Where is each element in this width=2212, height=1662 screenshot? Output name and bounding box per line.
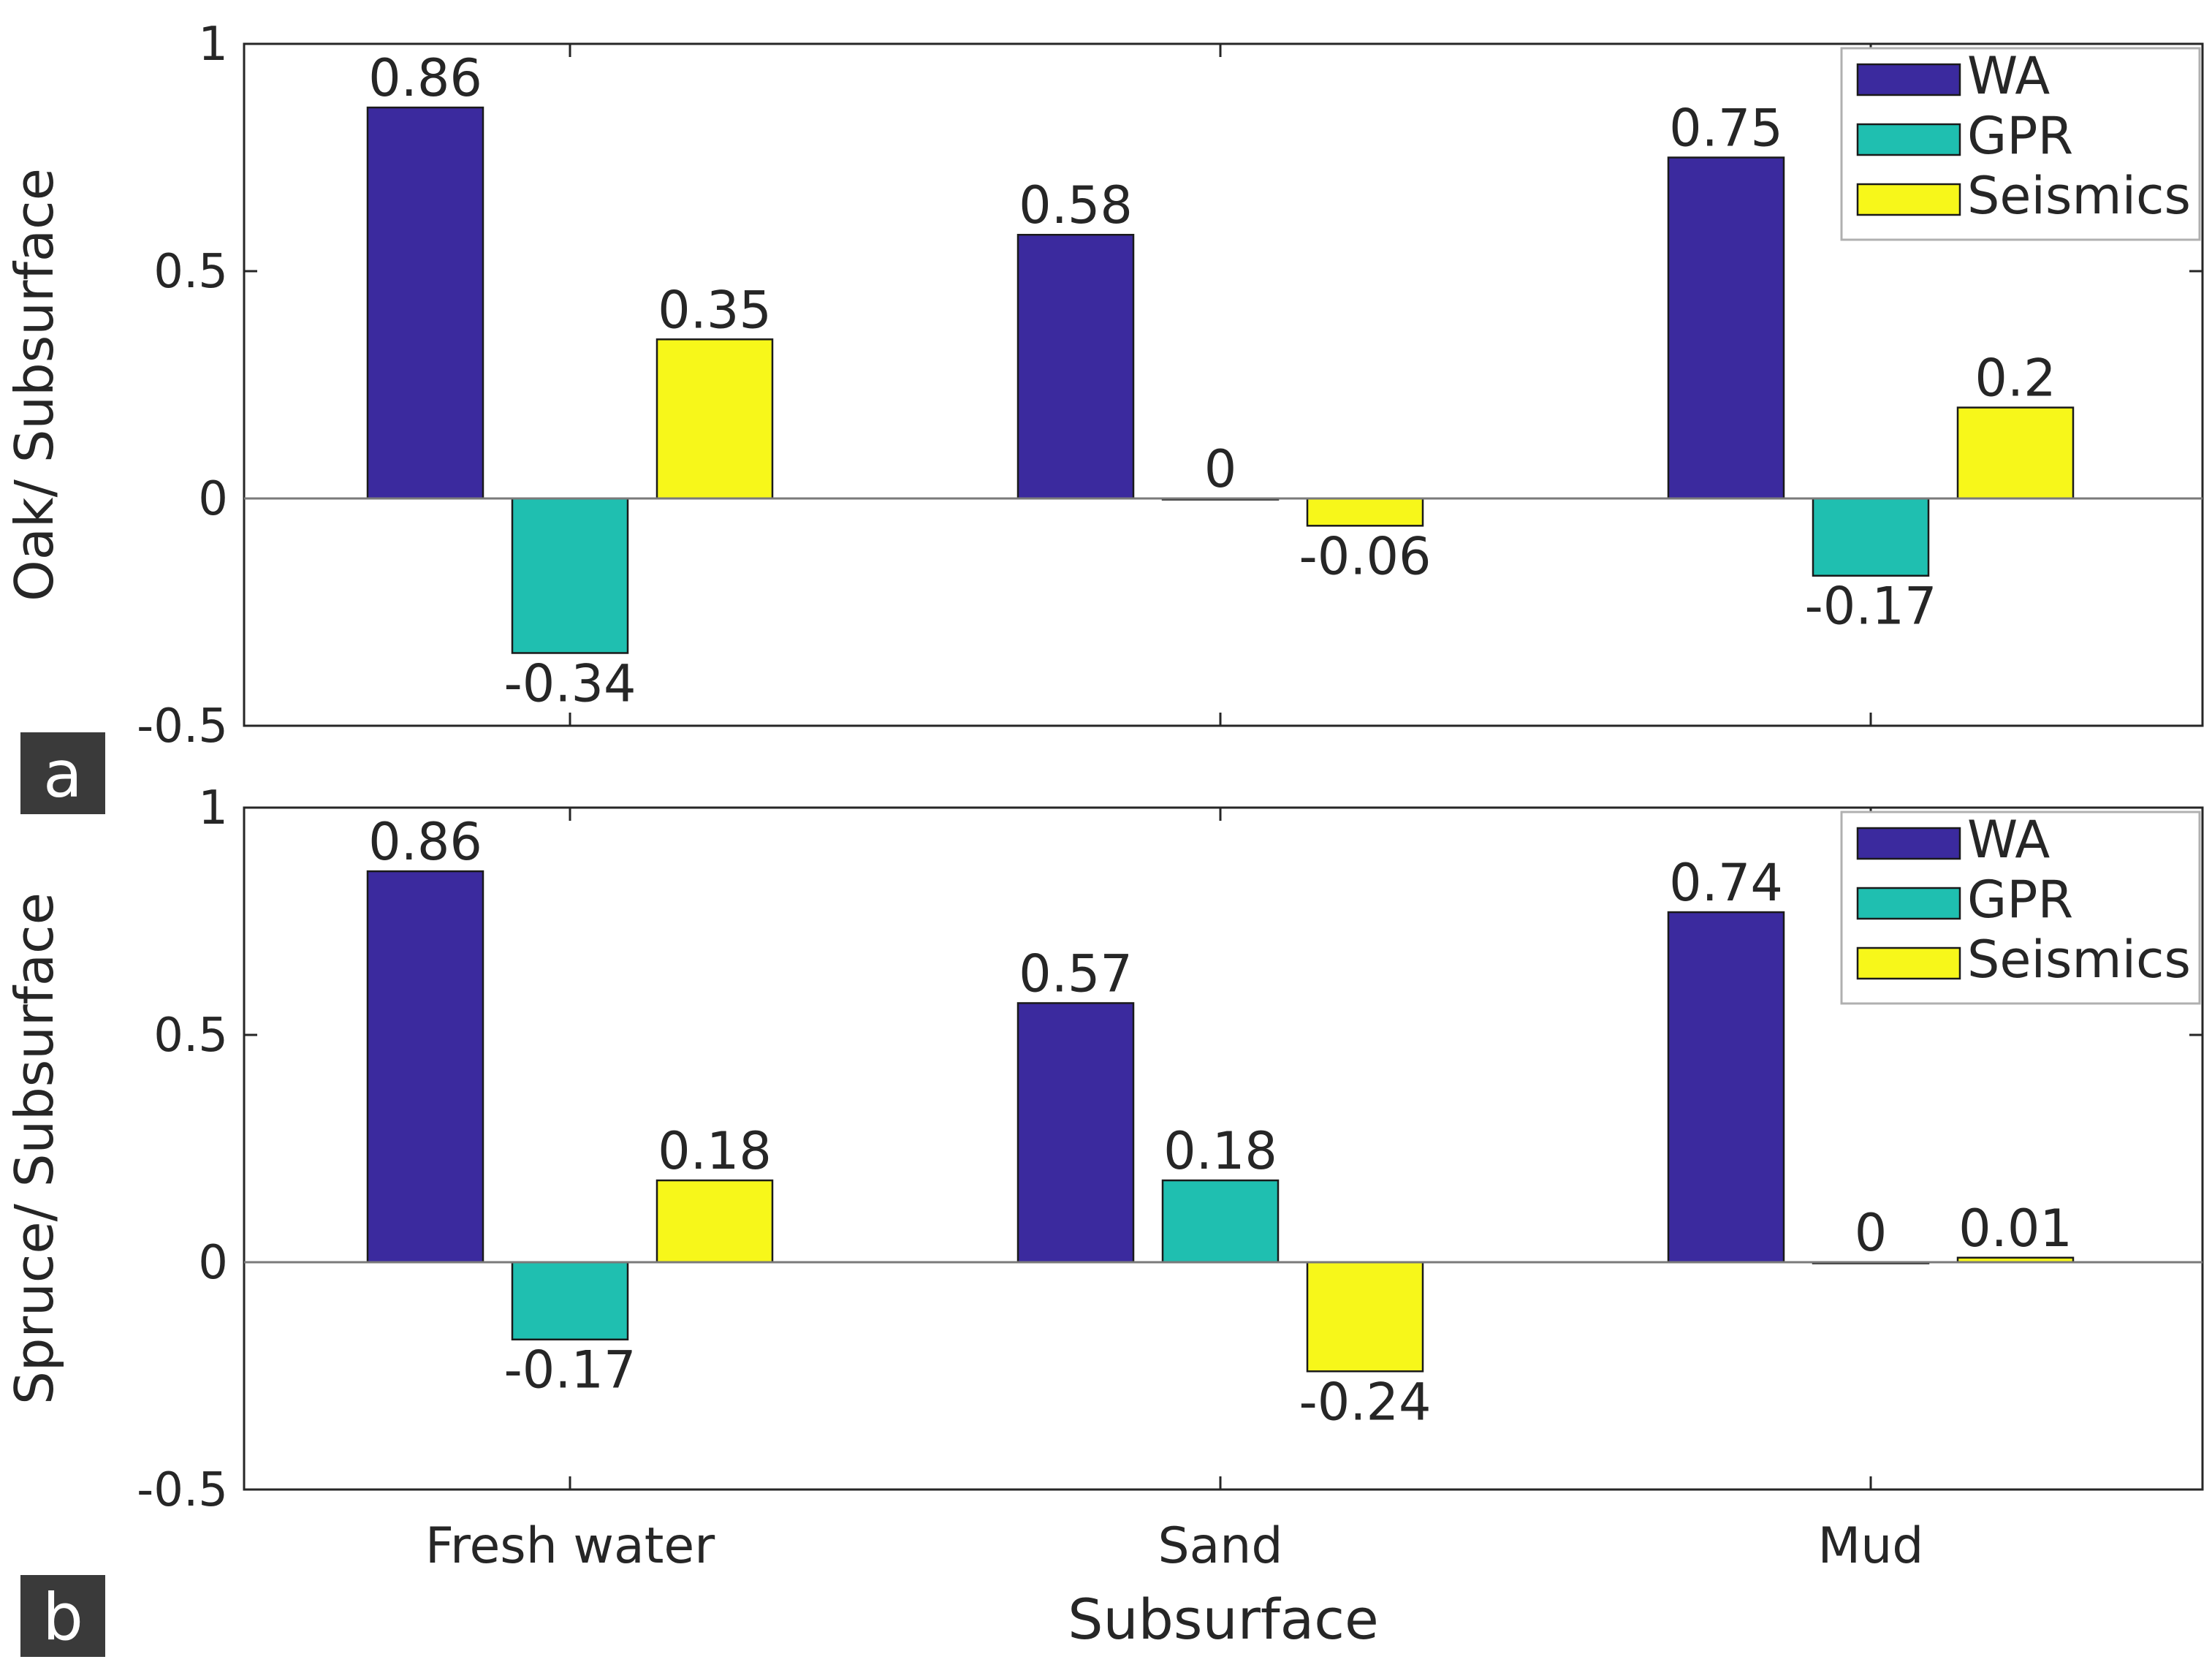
data-label: -0.17 <box>1804 577 1937 637</box>
legend-swatch-seismics <box>1856 946 1961 980</box>
legend-label-wa: WA <box>1967 46 2050 106</box>
y-axis-label: Spruce/ Subsurface <box>4 892 65 1405</box>
data-label: 0.58 <box>1019 175 1133 235</box>
legend-swatch-gpr <box>1856 887 1961 920</box>
data-label: -0.24 <box>1299 1372 1431 1432</box>
legend-label-wa: WA <box>1967 810 2050 870</box>
y-tick-label: 0.5 <box>153 1009 228 1063</box>
y-tick-label: 1 <box>198 18 228 72</box>
bar-wa-1 <box>1016 1002 1135 1264</box>
data-label: 0 <box>1855 1203 1888 1263</box>
bar-gpr-0 <box>511 497 629 654</box>
x-axis-label: Subsurface <box>1068 1587 1379 1652</box>
y-tick-label: 0.5 <box>153 245 228 299</box>
bar-seismics-1 <box>1306 1261 1424 1373</box>
data-label: 0.2 <box>1975 349 2056 409</box>
x-tick-label: Sand <box>1158 1517 1282 1575</box>
bar-wa-0 <box>366 106 484 500</box>
y-tick-label: -0.5 <box>137 1463 228 1517</box>
legend-swatch-wa <box>1856 827 1961 860</box>
bar-seismics-2 <box>1956 406 2075 500</box>
bar-wa-2 <box>1667 911 1785 1264</box>
bar-gpr-2 <box>1812 497 1930 577</box>
y-axis-label: Oak/ Subsurface <box>4 168 65 602</box>
data-label: 0.74 <box>1669 853 1783 913</box>
bar-wa-0 <box>366 870 484 1264</box>
data-label: 0.57 <box>1019 944 1133 1003</box>
y-tick-label: -0.5 <box>137 699 228 754</box>
bar-seismics-0 <box>655 338 774 500</box>
data-label: 0.35 <box>658 280 772 340</box>
data-label: -0.06 <box>1299 526 1431 586</box>
bar-seismics-1 <box>1306 497 1424 527</box>
bar-wa-1 <box>1016 233 1135 500</box>
x-tick-label: Mud <box>1818 1517 1924 1575</box>
panel-label-box <box>20 1575 105 1657</box>
data-label: 0.18 <box>1163 1121 1277 1181</box>
panel-b: -0.5 0 0.5 1 0.86 0.57 0.74 -0.17 0.18 0 0.18 -0.24… <box>4 781 2204 1657</box>
bar-seismics-0 <box>655 1179 774 1264</box>
x-tick-label: Fresh water <box>425 1517 715 1575</box>
bar-gpr-0 <box>511 1261 629 1340</box>
panel-label: a <box>43 737 83 812</box>
data-label: 0 <box>1204 439 1237 499</box>
legend-swatch-wa <box>1856 63 1961 96</box>
data-label: -0.17 <box>503 1340 636 1400</box>
y-tick-label: 0 <box>198 472 228 526</box>
data-label: 0.01 <box>1958 1199 2072 1259</box>
panel-label: b <box>42 1579 83 1655</box>
legend-swatch-seismics <box>1856 183 1961 216</box>
legend-label-seismics: Seismics <box>1967 166 2191 226</box>
bar-wa-2 <box>1667 156 1785 500</box>
legend-label-gpr: GPR <box>1967 106 2073 166</box>
legend-label-seismics: Seismics <box>1967 930 2191 990</box>
data-label: 0.18 <box>658 1121 772 1181</box>
panel-a: -0.5 0 0.5 1 0.86 0.58 0.75 -0.34 0 -0.17 0.35 -0.0… <box>4 18 2204 814</box>
data-label: 0.86 <box>368 812 482 872</box>
panel-label-box <box>20 732 105 814</box>
legend-swatch-gpr <box>1856 123 1961 156</box>
data-label: 0.75 <box>1669 99 1783 159</box>
y-tick-label: 0 <box>198 1236 228 1290</box>
bar-gpr-1 <box>1161 1179 1280 1264</box>
y-tick-label: 1 <box>198 781 228 835</box>
legend-label-gpr: GPR <box>1967 870 2073 930</box>
data-label: 0.86 <box>368 48 482 108</box>
data-label: -0.34 <box>503 653 636 713</box>
